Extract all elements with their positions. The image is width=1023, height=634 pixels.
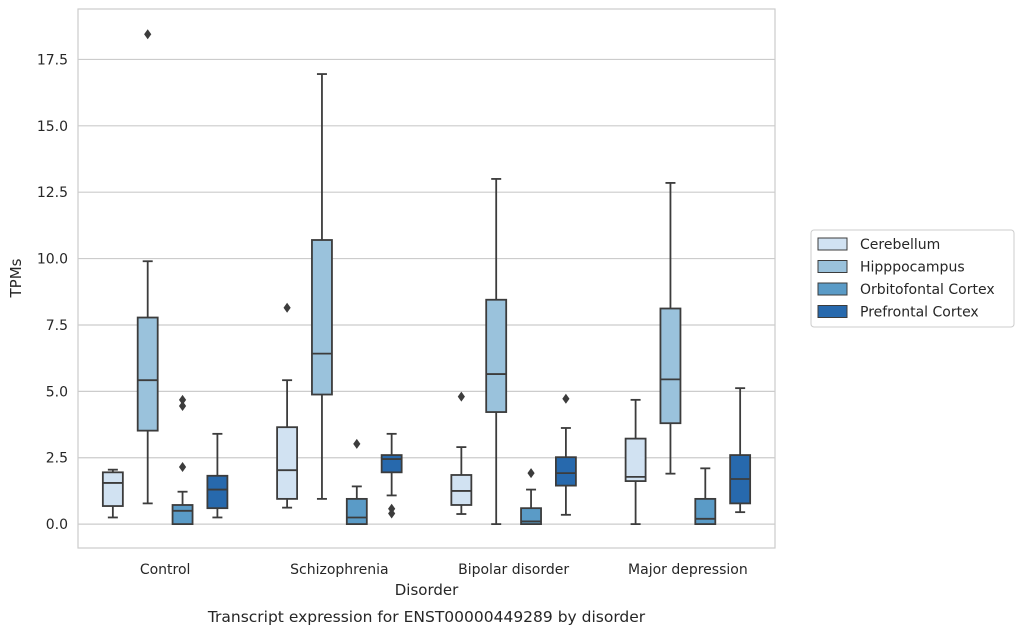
- box-group: [276, 302, 299, 509]
- box-body: [171, 504, 194, 526]
- chart-caption: Transcript expression for ENST0000044928…: [207, 608, 646, 626]
- box-group: [101, 468, 124, 519]
- x-ticks: Control Schizophrenia Bipolar disorder Majo…: [140, 562, 748, 578]
- box-group: [624, 398, 647, 526]
- box-body: [624, 437, 647, 482]
- y-tick-label: 0.0: [46, 517, 68, 533]
- box-body: [450, 474, 473, 506]
- outlier-point: [178, 400, 187, 411]
- box-body: [520, 507, 542, 526]
- legend-swatch: [817, 237, 848, 251]
- y-tick-label: 7.5: [46, 318, 68, 334]
- box-body: [485, 298, 508, 413]
- box-body: [694, 497, 717, 526]
- x-tick-label: Bipolar disorder: [458, 562, 569, 578]
- box-group: [485, 178, 508, 526]
- box-body: [380, 454, 403, 474]
- box-group: [380, 432, 403, 519]
- outlier-point: [388, 508, 396, 519]
- legend-label: Orbitofontal Cortex: [860, 282, 995, 298]
- legend-swatch: [817, 260, 848, 273]
- box-body: [136, 316, 159, 432]
- outlier-point: [144, 29, 152, 40]
- y-axis-label: TPMs: [7, 258, 25, 298]
- box-group: [171, 394, 194, 526]
- box-group: [345, 438, 368, 526]
- box-group: [520, 468, 542, 526]
- outlier-point: [178, 394, 187, 405]
- x-tick-label: Control: [140, 562, 191, 578]
- box-group: [694, 467, 717, 526]
- box-group: [450, 391, 473, 515]
- legend-label: Hipppocampus: [860, 260, 965, 276]
- box-group: [206, 432, 229, 519]
- y-tick-label: 2.5: [46, 451, 68, 467]
- boxes: [101, 29, 752, 526]
- box-group: [136, 29, 159, 505]
- x-axis-label: Disorder: [395, 581, 459, 599]
- y-tick-label: 17.5: [37, 52, 68, 68]
- y-tick-label: 15.0: [37, 119, 68, 135]
- legend: Cerebellum Hipppocampus Orbitofontal Corte…: [810, 229, 1015, 328]
- box-group: [555, 393, 577, 516]
- y-ticks: 0.0 2.5 5.0 7.5 10.0 12.5 15.0 17.5: [37, 52, 68, 533]
- x-tick-label: Major depression: [628, 562, 748, 578]
- legend-swatch: [817, 282, 848, 296]
- y-tick-label: 5.0: [46, 384, 68, 400]
- grid-lines: [78, 58, 775, 525]
- legend-label: Cerebellum: [860, 237, 940, 253]
- box-body: [276, 426, 299, 500]
- box-body: [345, 497, 368, 526]
- y-tick-label: 12.5: [37, 185, 68, 201]
- box-group: [311, 73, 333, 500]
- box-body: [311, 239, 333, 396]
- outlier-point: [457, 391, 465, 402]
- box-body: [659, 307, 682, 425]
- outlier-point: [178, 462, 187, 473]
- x-tick-label: Schizophrenia: [290, 562, 388, 578]
- box-body: [101, 471, 124, 507]
- outlier-point: [527, 468, 535, 479]
- box-group: [729, 387, 752, 514]
- legend-frame: [810, 229, 1015, 328]
- legend-swatch: [817, 305, 848, 318]
- legend-label: Prefrontal Cortex: [860, 305, 979, 321]
- box-body: [206, 474, 229, 510]
- outlier-point: [283, 302, 291, 313]
- outlier-point: [562, 393, 570, 404]
- box-group: [659, 182, 682, 475]
- y-tick-label: 10.0: [37, 252, 68, 268]
- outlier-point: [353, 438, 361, 449]
- box-body: [555, 456, 577, 487]
